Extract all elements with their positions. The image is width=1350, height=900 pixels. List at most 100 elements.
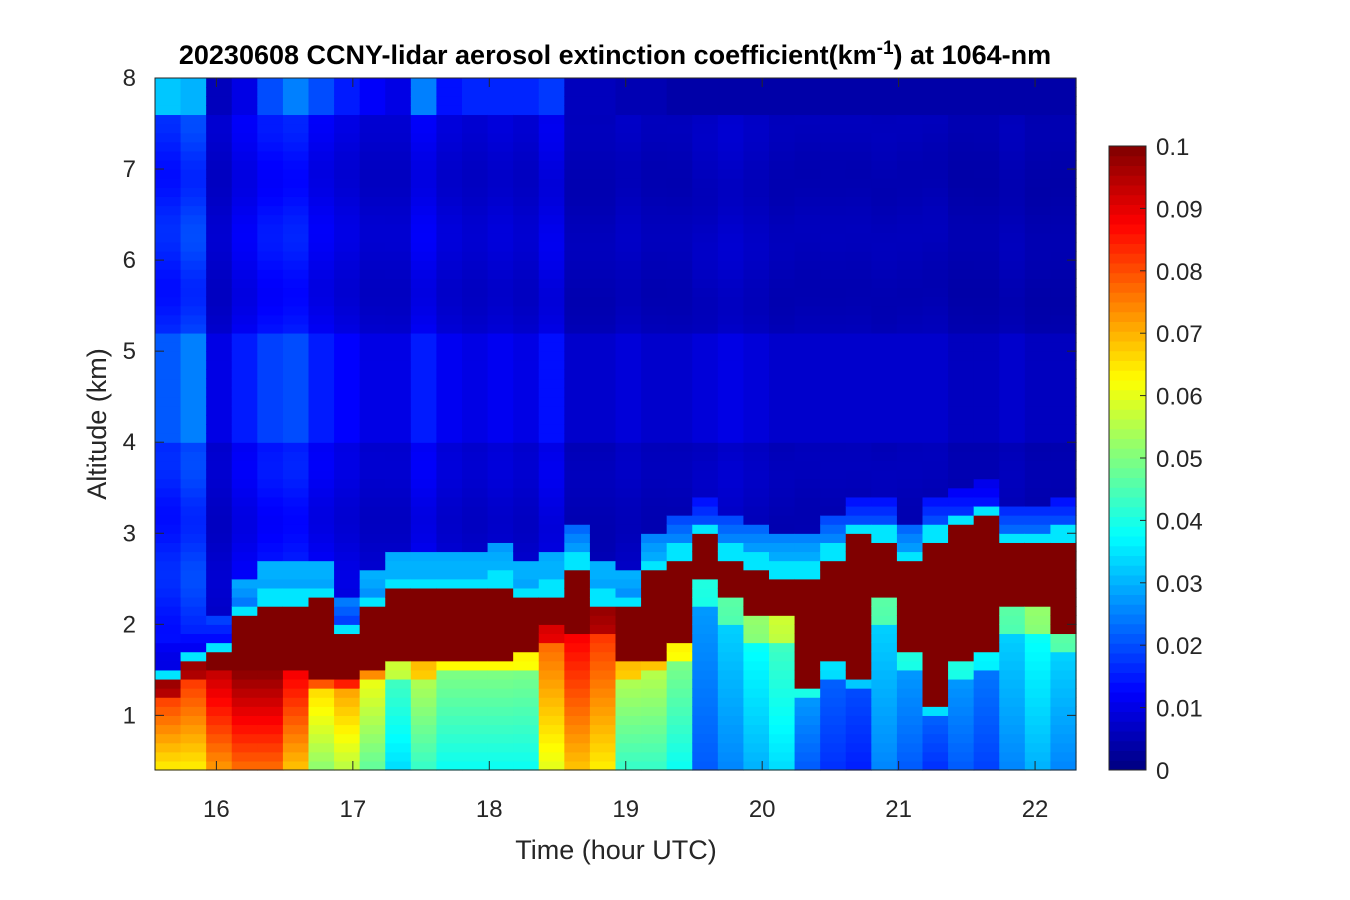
- heatmap-cell: [666, 260, 693, 270]
- heatmap-cell: [462, 114, 489, 125]
- heatmap-cell: [155, 442, 182, 452]
- heatmap-cell: [615, 542, 642, 553]
- heatmap-cell: [692, 624, 719, 635]
- heatmap-cell: [462, 660, 489, 671]
- heatmap-cell: [999, 169, 1026, 179]
- heatmap-cell: [922, 569, 949, 580]
- heatmap-cell: [180, 587, 207, 598]
- heatmap-cell: [666, 378, 693, 389]
- heatmap-cell: [845, 505, 872, 516]
- heatmap-cell: [513, 597, 540, 607]
- heatmap-cell: [717, 232, 745, 243]
- heatmap-cell: [487, 214, 514, 225]
- heatmap-cell: [589, 223, 617, 234]
- heatmap-cell: [385, 515, 412, 525]
- heatmap-cell: [589, 360, 617, 370]
- heatmap-cell: [794, 751, 821, 762]
- heatmap-cell: [717, 660, 745, 671]
- heatmap-cell: [641, 269, 668, 279]
- heatmap-cell: [615, 78, 642, 88]
- heatmap-cell: [206, 196, 233, 207]
- heatmap-cell: [973, 150, 1000, 161]
- heatmap-cell: [462, 214, 489, 225]
- heatmap-cell: [769, 633, 796, 644]
- heatmap-cell: [513, 560, 540, 571]
- heatmap-cell: [820, 169, 847, 179]
- heatmap-cell: [231, 715, 258, 726]
- heatmap-cell: [155, 469, 182, 480]
- heatmap-cell: [999, 560, 1026, 571]
- heatmap-cell: [615, 323, 642, 334]
- heatmap-cell: [462, 342, 489, 352]
- heatmap-cell: [973, 287, 1000, 298]
- heatmap-cell: [948, 378, 975, 389]
- heatmap-cell: [257, 132, 284, 143]
- heatmap-cell: [487, 205, 514, 216]
- heatmap-cell: [845, 260, 872, 270]
- heatmap-cell: [769, 214, 796, 225]
- heatmap-cell: [769, 405, 796, 416]
- heatmap-cell: [922, 360, 949, 370]
- heatmap-cell: [615, 733, 642, 744]
- heatmap-cell: [206, 369, 233, 380]
- heatmap-cell: [973, 633, 1000, 644]
- heatmap-cell: [845, 378, 872, 389]
- heatmap-cell: [615, 169, 642, 179]
- heatmap-cell: [871, 688, 898, 698]
- heatmap-cell: [948, 651, 975, 662]
- colorbar-tick-label: 0.03: [1156, 571, 1203, 598]
- heatmap-cell: [871, 597, 898, 607]
- heatmap-cell: [641, 424, 668, 434]
- heatmap-cell: [615, 123, 642, 134]
- heatmap-cell: [948, 615, 975, 625]
- heatmap-cell: [641, 287, 668, 298]
- heatmap-cell: [564, 697, 591, 707]
- heatmap-cell: [231, 433, 258, 443]
- heatmap-cell: [308, 760, 335, 771]
- heatmap-cell: [282, 351, 310, 361]
- heatmap-cell: [155, 433, 182, 443]
- heatmap-cell: [564, 296, 591, 307]
- heatmap-cell: [308, 78, 335, 88]
- heatmap-cell: [155, 187, 182, 197]
- colorbar-tick-label: 0.05: [1156, 446, 1203, 473]
- colorbar-segment: [1109, 506, 1146, 517]
- heatmap-cell: [641, 651, 668, 662]
- heatmap-cell: [257, 697, 284, 707]
- heatmap-cell: [717, 414, 745, 425]
- heatmap-cell: [871, 424, 898, 434]
- heatmap-cell: [717, 87, 745, 97]
- heatmap-cell: [692, 551, 719, 562]
- heatmap-cell: [615, 688, 642, 698]
- heatmap-cell: [896, 587, 924, 598]
- heatmap-cell: [948, 269, 975, 279]
- heatmap-cell: [615, 496, 642, 507]
- heatmap-cell: [282, 460, 310, 471]
- heatmap-cell: [282, 669, 310, 680]
- heatmap-cell: [410, 515, 438, 525]
- heatmap-cell: [973, 533, 1000, 543]
- heatmap-cell: [462, 187, 489, 197]
- heatmap-cell: [487, 141, 514, 152]
- heatmap-cell: [692, 123, 719, 134]
- heatmap-cell: [385, 123, 412, 134]
- heatmap-cell: [666, 205, 693, 216]
- heatmap-cell: [717, 669, 745, 680]
- heatmap-cell: [769, 751, 796, 762]
- heatmap-cell: [564, 542, 591, 553]
- heatmap-cell: [538, 669, 565, 680]
- heatmap-cell: [282, 269, 310, 279]
- colorbar-segment: [1109, 428, 1146, 439]
- heatmap-cell: [257, 232, 284, 243]
- heatmap-cell: [564, 578, 591, 589]
- heatmap-cell: [282, 487, 310, 498]
- heatmap-cell: [769, 715, 796, 726]
- heatmap-cell: [896, 123, 924, 134]
- heatmap-cell: [973, 378, 1000, 389]
- heatmap-cell: [180, 688, 207, 698]
- heatmap-cell: [820, 105, 847, 116]
- heatmap-cell: [1050, 606, 1077, 616]
- heatmap-cell: [973, 251, 1000, 261]
- heatmap-cell: [308, 751, 335, 762]
